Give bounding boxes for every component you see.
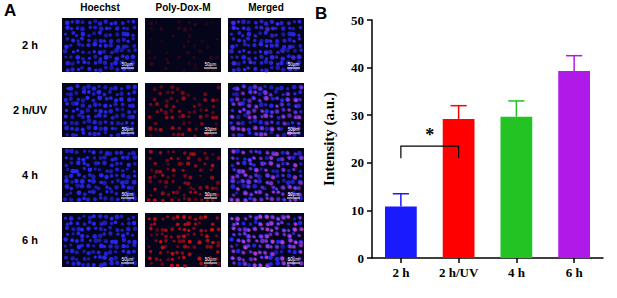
svg-text:20: 20 (351, 155, 364, 170)
svg-text:Poly-Dox-M: Poly-Dox-M (156, 2, 211, 13)
svg-text:50μm: 50μm (122, 192, 134, 197)
svg-text:40: 40 (351, 60, 364, 75)
svg-text:2 h: 2 h (392, 265, 410, 280)
svg-text:50μm: 50μm (122, 62, 134, 67)
svg-text:Merged: Merged (248, 2, 284, 13)
svg-text:0: 0 (358, 251, 365, 266)
svg-text:50μm: 50μm (288, 127, 300, 132)
svg-text:A: A (4, 1, 16, 20)
svg-text:6 h: 6 h (22, 234, 38, 246)
svg-text:Intensity (a.u.): Intensity (a.u.) (321, 92, 338, 186)
svg-text:4 h: 4 h (508, 265, 526, 280)
svg-text:6 h: 6 h (566, 265, 584, 280)
svg-text:50μm: 50μm (205, 257, 217, 262)
svg-text:*: * (425, 125, 434, 145)
svg-text:50μm: 50μm (122, 257, 134, 262)
svg-text:50: 50 (351, 13, 364, 28)
svg-text:50μm: 50μm (122, 127, 134, 132)
svg-text:4 h: 4 h (22, 169, 38, 181)
svg-text:50μm: 50μm (288, 257, 300, 262)
svg-text:2 h/UV: 2 h/UV (13, 104, 48, 116)
svg-text:50μm: 50μm (205, 192, 217, 197)
svg-text:B: B (315, 4, 327, 23)
svg-text:50μm: 50μm (288, 192, 300, 197)
svg-text:30: 30 (351, 108, 364, 123)
svg-text:10: 10 (351, 203, 364, 218)
svg-text:2 h/UV: 2 h/UV (439, 265, 479, 280)
svg-text:50μm: 50μm (205, 127, 217, 132)
svg-text:Hoechst: Hoechst (80, 2, 120, 13)
svg-text:50μm: 50μm (205, 62, 217, 67)
svg-text:50μm: 50μm (288, 62, 300, 67)
svg-text:2 h: 2 h (22, 39, 38, 51)
